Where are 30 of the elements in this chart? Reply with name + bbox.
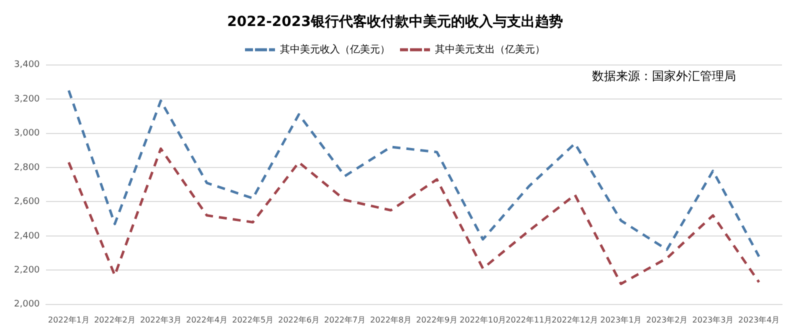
annotation: 数据来源：国家外汇管理局 [592, 68, 736, 83]
line-series [68, 89, 760, 258]
x-tick-label: 2022年1月 [48, 315, 90, 324]
x-tick-label: 2022年7月 [324, 315, 366, 324]
x-tick-label: 2022年3月 [140, 315, 182, 324]
line-series [68, 147, 760, 286]
y-tick-label: 2,600 [14, 197, 40, 208]
x-tick-label: 2023年2月 [646, 315, 688, 324]
x-tick-label: 2022年10月 [460, 315, 506, 324]
x-tick-label: 2022年11月 [506, 315, 552, 324]
x-tick-label: 2022年12月 [552, 315, 598, 324]
chart-title: 2022-2023银行代客收付款中美元的收入与支出趋势 [227, 13, 563, 30]
y-tick-label: 2,000 [14, 300, 40, 310]
x-tick-label: 2022年4月 [186, 315, 228, 324]
x-tick-label: 2022年6月 [278, 315, 320, 324]
y-tick-label: 3,200 [14, 94, 40, 104]
x-tick-label: 2023年4月 [738, 315, 780, 324]
x-tick-label: 2022年8月 [370, 315, 412, 324]
y-tick-label: 3,000 [14, 128, 40, 139]
legend-label: 其中美元收入（亿美元） [280, 43, 390, 56]
x-tick-label: 2023年1月 [600, 315, 642, 324]
x-tick-label: 2022年2月 [94, 315, 136, 324]
y-tick-label: 2,800 [14, 162, 40, 173]
y-tick-label: 2,400 [14, 231, 40, 242]
y-tick-label: 3,400 [14, 60, 40, 70]
y-tick-label: 2,200 [14, 266, 40, 276]
x-tick-label: 2022年9月 [416, 315, 458, 324]
x-tick-label: 2023年3月 [692, 315, 734, 324]
legend-label: 其中美元支出（亿美元） [435, 43, 545, 56]
x-tick-label: 2022年5月 [232, 315, 274, 324]
